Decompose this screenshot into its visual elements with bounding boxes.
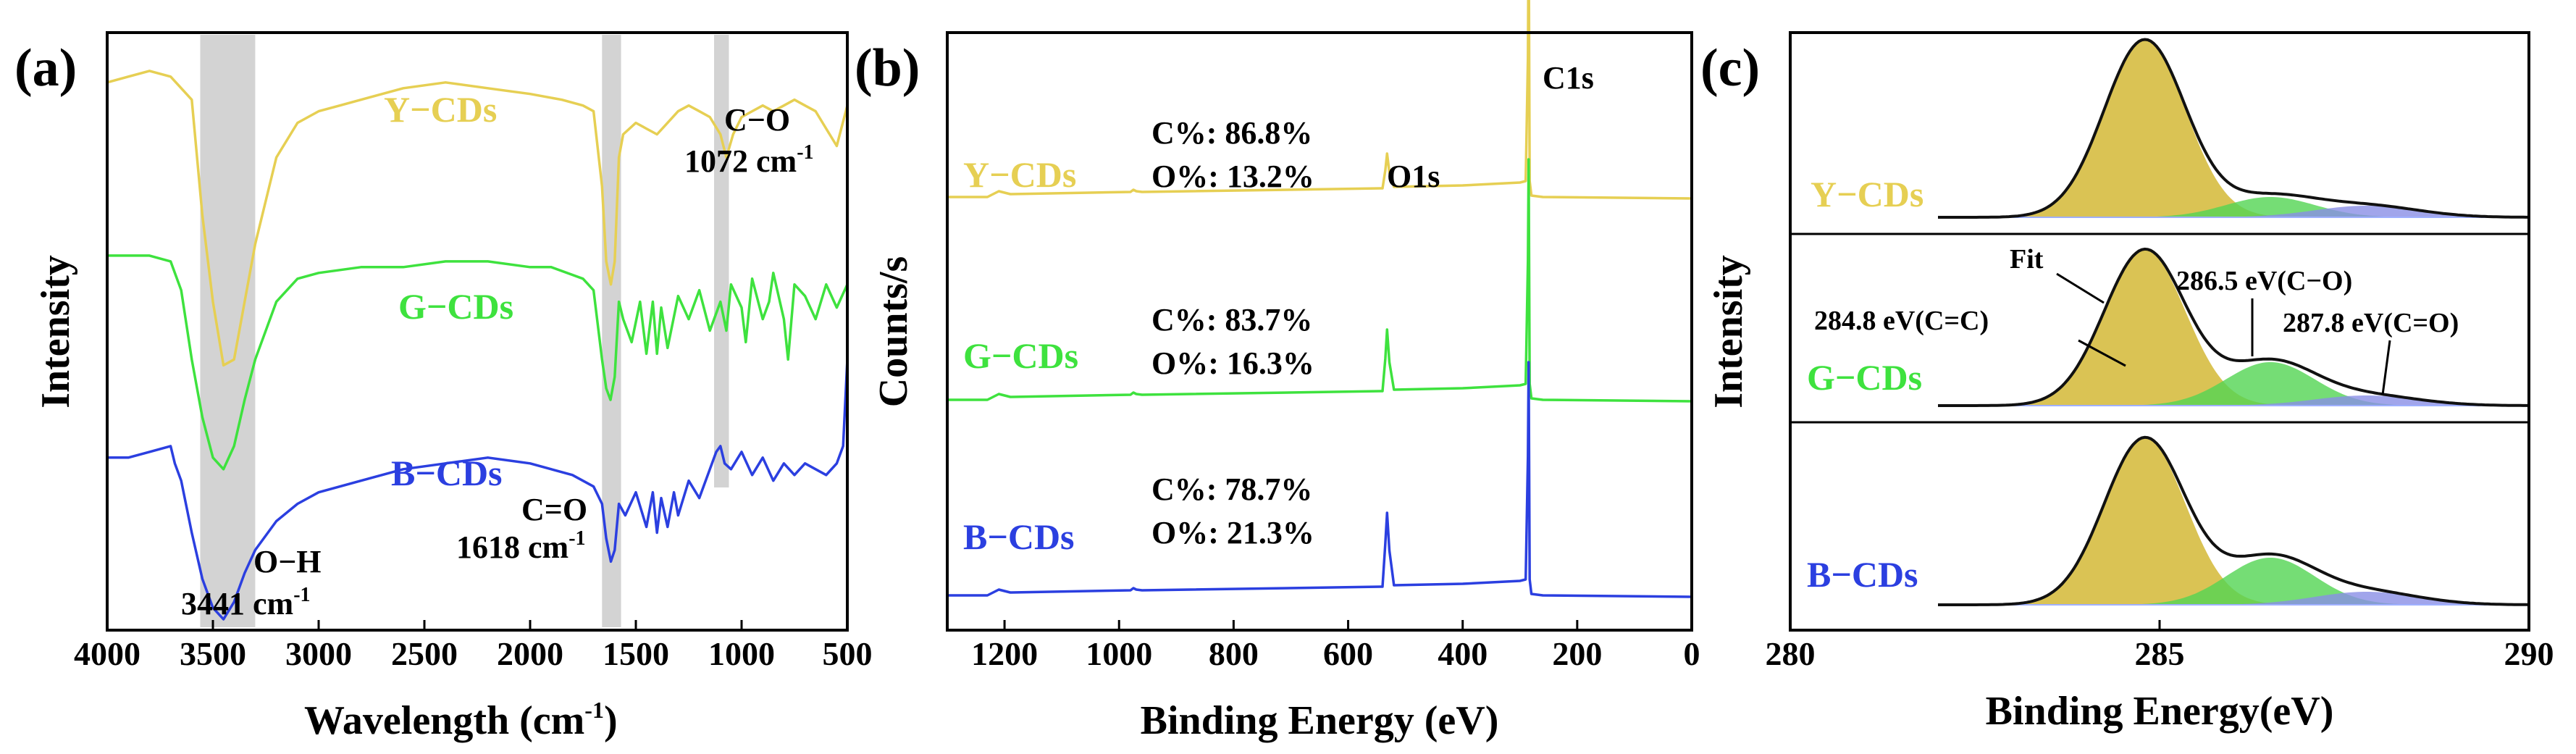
a-annotation-co-single-wavenumber: 1072 cm-1 [684,141,814,179]
c-y-axis-label: Intensity [1706,255,1751,409]
b-panel-title: (b) [855,38,920,98]
b-tick-label: 0 [1684,635,1700,672]
c-component-area-0-0 [1938,40,2529,217]
a-annotation-oh: O−H [253,544,322,579]
a-series-label-g: G−CDs [398,286,513,327]
b-y-oxygen-percent: O%: 13.2% [1151,159,1314,194]
b-tick-label: 600 [1323,635,1373,672]
panel-c: 280 285 290 (c) Intensity Binding Energy(e… [1700,33,2554,734]
b-series-label-y: Y−CDs [963,154,1076,195]
a-annotation-co-double-wavenumber: 1618 cm-1 [456,527,586,565]
a-tick-label: 4000 [74,635,140,672]
c-component-area-1-1 [1938,362,2529,406]
b-series-line-2 [947,362,1692,597]
b-x-axis-label: Binding Energy (eV) [1141,698,1499,743]
b-tick-label: 1000 [1086,635,1152,672]
c-panel-title: (c) [1700,38,1760,98]
b-b-carbon-percent: C%: 78.7% [1151,472,1312,507]
c-fit-envelope-0 [1938,40,2529,218]
a-annotation-co-double-sup: -1 [569,527,585,550]
b-tick-label: 400 [1438,635,1488,672]
a-annotation-co-single-value: 1072 cm [684,143,797,179]
b-g-carbon-percent: C%: 83.7% [1151,302,1312,338]
a-tick-label: 500 [823,635,873,672]
b-peak-label-c1s: C1s [1543,60,1594,96]
c-fit-label: Fit [2010,244,2044,275]
a-annotation-co-double-value: 1618 cm [456,529,569,565]
a-panel-title: (a) [14,38,77,98]
panel-a: 4000 3500 3000 2500 2000 1500 1000 500 (a) Inte… [14,33,873,743]
a-x-axis-label-main: Wavelength (cm [304,698,584,743]
a-series-label-y: Y−CDs [384,89,497,130]
a-series-label-b: B−CDs [391,453,503,493]
a-y-axis-label: Intensity [33,255,78,409]
a-tick-label: 2000 [497,635,563,672]
c-component-area-2-1 [1938,558,2529,605]
c-tick-label: 290 [2504,635,2554,672]
a-tick-label: 3000 [285,635,352,672]
figure: 4000 3500 3000 2500 2000 1500 1000 500 (a) Inte… [0,0,2576,754]
a-x-axis-label-close: ) [604,698,618,743]
c-fit-leader-line [2057,274,2104,303]
a-annotation-oh-sup: -1 [293,584,310,606]
c-x-axis-label: Binding Energy(eV) [1986,689,2334,734]
a-x-axis-label: Wavelength (cm-1) [304,697,618,743]
c-c-double-o-leader-line [2383,340,2390,395]
b-tick-label: 200 [1552,635,1602,672]
c-series-label-y: Y−CDs [1811,174,1923,214]
c-x-ticks: 280 285 290 [1766,620,2554,672]
a-x-axis-label-sup: -1 [584,697,604,723]
b-peak-label-o1s: O1s [1387,159,1440,194]
a-x-ticks: 4000 3500 3000 2500 2000 1500 1000 500 [74,620,873,672]
b-tick-label: 1200 [971,635,1038,672]
a-tick-label: 1000 [708,635,775,672]
a-annotation-co-double: C=O [521,492,587,527]
b-series-label-g: G−CDs [963,335,1078,376]
c-component-label-cc: 284.8 eV(C=C) [1814,306,1989,336]
a-annotation-co-single-sup: -1 [797,141,813,164]
a-tick-label: 2500 [391,635,458,672]
a-annotation-oh-wavenumber: 3441 cm-1 [181,584,311,621]
b-g-oxygen-percent: O%: 16.3% [1151,345,1314,381]
b-y-carbon-percent: C%: 86.8% [1151,115,1312,151]
b-series-label-b: B−CDs [963,516,1075,557]
c-series-label-g: G−CDs [1807,357,1922,398]
b-tick-label: 800 [1209,635,1259,672]
c-component-label-co: 286.5 eV(C−O) [2176,266,2352,296]
c-component-label-c-double-o: 287.8 eV(C=O) [2283,308,2459,338]
a-tick-label: 1500 [603,635,669,672]
a-annotation-co-single: C−O [724,102,790,138]
a-highlight-band [200,35,255,627]
c-tick-label: 285 [2135,635,2185,672]
a-annotation-oh-value: 3441 cm [181,586,293,621]
panel-b: 1200 1000 800 600 400 200 0 (b) Counts/s Bindi… [855,0,1700,743]
b-y-axis-label: Counts/s [871,256,916,408]
a-tick-label: 3500 [180,635,246,672]
c-series-label-b: B−CDs [1807,554,1918,595]
b-b-oxygen-percent: O%: 21.3% [1151,515,1314,550]
b-x-ticks: 1200 1000 800 600 400 200 0 [971,620,1700,672]
c-tick-label: 280 [1766,635,1816,672]
